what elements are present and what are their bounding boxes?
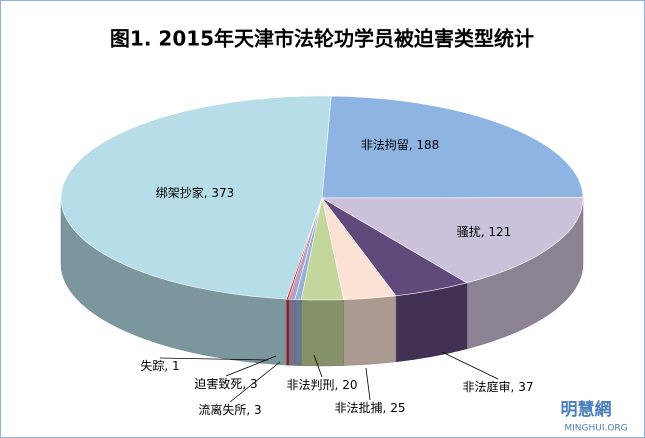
- label-name: 非法判刑: [287, 378, 335, 392]
- label-separator: ,: [242, 377, 250, 391]
- label-separator: ,: [383, 401, 391, 415]
- label-name: 流离失所: [198, 402, 246, 417]
- slice: [60, 95, 332, 300]
- label-name: 骚扰: [457, 225, 481, 239]
- label-value: 20: [342, 378, 357, 392]
- label-value: 121: [488, 225, 511, 239]
- label-value: 373: [211, 186, 234, 200]
- label-value: 1: [172, 359, 180, 373]
- data-label: 非法拘留, 188: [361, 138, 440, 152]
- label-name: 非法拘留: [361, 138, 409, 152]
- slice-side: [288, 298, 296, 366]
- slice-side: [294, 299, 302, 366]
- watermark-site: MINGHUI.ORG: [564, 424, 627, 434]
- label-value: 37: [518, 380, 533, 394]
- label-name: 迫害致死: [194, 376, 242, 391]
- leader-line: [365, 367, 371, 401]
- watermark-name: 明慧網: [561, 399, 612, 420]
- label-value: 25: [390, 401, 405, 415]
- label-separator: ,: [511, 380, 519, 394]
- leader-line: [441, 351, 499, 380]
- leader-line: [225, 355, 277, 377]
- label-separator: ,: [409, 138, 417, 152]
- label-separator: ,: [164, 359, 172, 373]
- data-label: 流离失所, 3: [198, 402, 261, 417]
- data-label: 绑架抄家, 373: [156, 185, 235, 200]
- data-label: 迫害致死, 3: [194, 376, 257, 391]
- data-label: 骚扰, 121: [457, 225, 512, 239]
- slice-side: [343, 295, 397, 366]
- label-value: 3: [250, 377, 258, 391]
- data-label: 非法批捕, 25: [335, 400, 406, 415]
- label-name: 非法庭审: [463, 379, 511, 394]
- label-value: 3: [254, 403, 262, 417]
- label-value: 188: [416, 138, 439, 152]
- data-label: 失踪, 1: [140, 358, 179, 373]
- data-label: 非法判刑, 20: [287, 378, 358, 392]
- label-name: 绑架抄家: [156, 185, 204, 200]
- label-separator: ,: [481, 225, 489, 239]
- label-separator: ,: [246, 403, 254, 417]
- label-separator: ,: [335, 378, 343, 392]
- slice: [321, 95, 584, 199]
- label-name: 失踪: [140, 358, 164, 373]
- chart-title: 图1. 2015年天津市法轮功学员被迫害类型统计: [110, 27, 534, 51]
- slice: [320, 197, 584, 284]
- label-name: 非法批捕: [335, 400, 383, 415]
- label-separator: ,: [204, 186, 212, 200]
- leader-line: [229, 361, 281, 403]
- leader-line: [159, 357, 269, 361]
- leader-line: [313, 354, 323, 378]
- slice-side: [286, 298, 289, 366]
- data-label: 非法庭审, 37: [463, 379, 534, 394]
- slice-side: [300, 299, 344, 367]
